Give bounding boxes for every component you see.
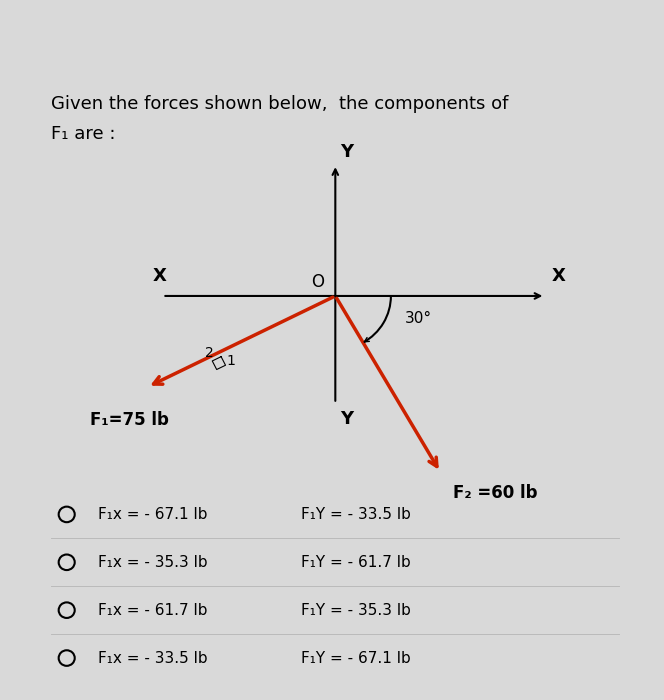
Text: F₁x = - 61.7 lb: F₁x = - 61.7 lb: [98, 603, 207, 617]
Text: F₁ are :: F₁ are :: [51, 125, 116, 144]
Text: Given the forces shown below,  the components of: Given the forces shown below, the compon…: [51, 95, 509, 113]
Text: 1: 1: [226, 354, 236, 368]
Text: X: X: [551, 267, 565, 285]
Text: F₁x = - 67.1 lb: F₁x = - 67.1 lb: [98, 507, 207, 522]
Text: F₁Y = - 35.3 lb: F₁Y = - 35.3 lb: [301, 603, 411, 617]
Text: 2: 2: [205, 346, 214, 360]
Text: Y: Y: [340, 144, 353, 161]
Text: F₁=75 lb: F₁=75 lb: [90, 411, 169, 429]
Text: Y: Y: [340, 410, 353, 428]
Text: F₁Y = - 67.1 lb: F₁Y = - 67.1 lb: [301, 650, 411, 666]
Text: F₁Y = - 61.7 lb: F₁Y = - 61.7 lb: [301, 555, 411, 570]
Text: 30°: 30°: [404, 312, 432, 326]
Text: O: O: [311, 273, 324, 291]
Text: F₁x = - 33.5 lb: F₁x = - 33.5 lb: [98, 650, 207, 666]
Text: F₁x = - 35.3 lb: F₁x = - 35.3 lb: [98, 555, 207, 570]
Text: F₂ =60 lb: F₂ =60 lb: [453, 484, 537, 502]
Text: F₁Y = - 33.5 lb: F₁Y = - 33.5 lb: [301, 507, 411, 522]
Text: X: X: [153, 267, 166, 285]
